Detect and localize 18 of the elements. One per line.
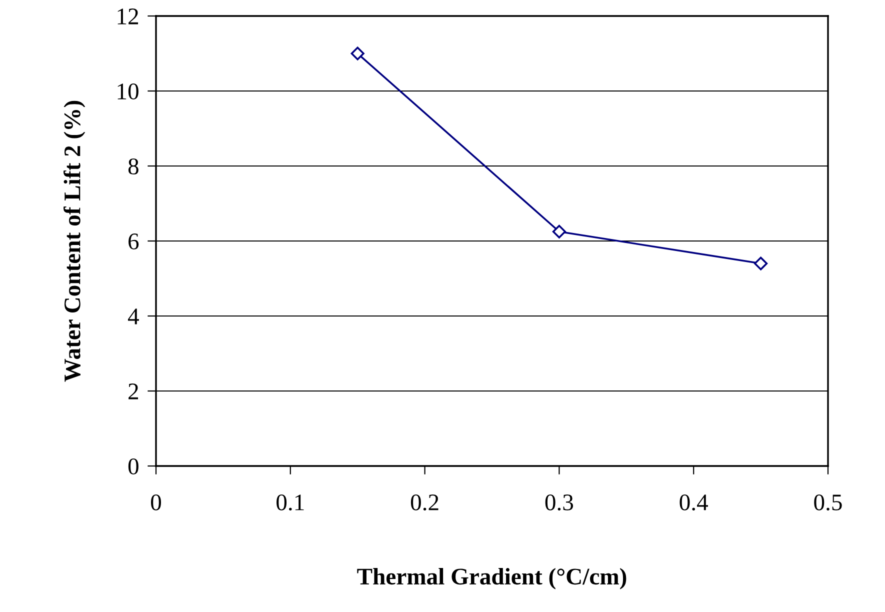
y-tick-label: 2 — [128, 384, 138, 400]
x-tick-label: 0.1 — [276, 494, 304, 510]
y-tick-label: 4 — [128, 308, 139, 324]
x-tick-label: 0.4 — [680, 494, 708, 510]
x-tick-label: 0.2 — [410, 494, 438, 510]
y-tick-label: 8 — [128, 158, 138, 174]
y-tick-label: 6 — [128, 234, 139, 250]
point — [350, 46, 364, 60]
x-tick-label: 0 — [150, 494, 162, 510]
x-tick-label: 0.3 — [545, 494, 574, 510]
point — [552, 224, 566, 238]
point — [754, 256, 768, 270]
y-axis-title: Water Content of Lift 2 (%) — [64, 100, 86, 382]
x-tick-label: 0.5 — [814, 494, 842, 510]
y-tick-label: 10 — [118, 83, 138, 100]
y-tick-label: 12 — [118, 8, 138, 24]
y-tick-label: 0 — [128, 458, 138, 474]
x-axis-title: Thermal Gradient (°C/cm) — [357, 568, 626, 590]
